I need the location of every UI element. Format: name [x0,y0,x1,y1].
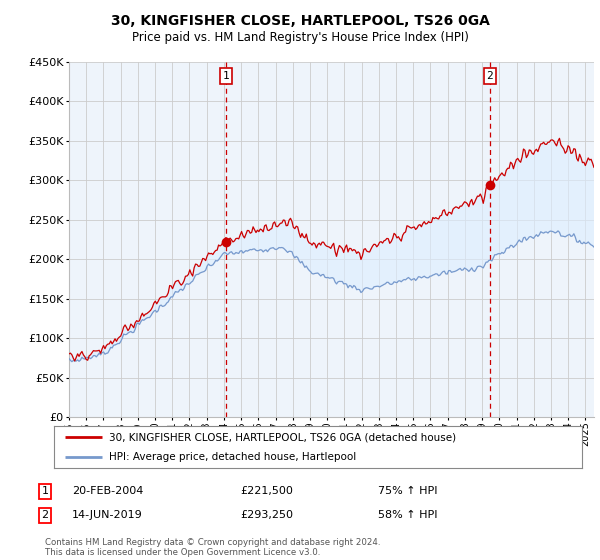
Text: 75% ↑ HPI: 75% ↑ HPI [378,486,437,496]
Text: 58% ↑ HPI: 58% ↑ HPI [378,510,437,520]
Text: 2: 2 [41,510,49,520]
Text: Contains HM Land Registry data © Crown copyright and database right 2024.
This d: Contains HM Land Registry data © Crown c… [45,538,380,557]
Text: 20-FEB-2004: 20-FEB-2004 [72,486,143,496]
Text: £293,250: £293,250 [240,510,293,520]
Text: 1: 1 [41,486,49,496]
Text: 2: 2 [487,71,493,81]
Text: Price paid vs. HM Land Registry's House Price Index (HPI): Price paid vs. HM Land Registry's House … [131,31,469,44]
Text: 14-JUN-2019: 14-JUN-2019 [72,510,143,520]
Text: 1: 1 [223,71,229,81]
Text: HPI: Average price, detached house, Hartlepool: HPI: Average price, detached house, Hart… [109,452,356,462]
Text: 30, KINGFISHER CLOSE, HARTLEPOOL, TS26 0GA: 30, KINGFISHER CLOSE, HARTLEPOOL, TS26 0… [110,14,490,28]
Text: £221,500: £221,500 [240,486,293,496]
Text: 30, KINGFISHER CLOSE, HARTLEPOOL, TS26 0GA (detached house): 30, KINGFISHER CLOSE, HARTLEPOOL, TS26 0… [109,432,457,442]
